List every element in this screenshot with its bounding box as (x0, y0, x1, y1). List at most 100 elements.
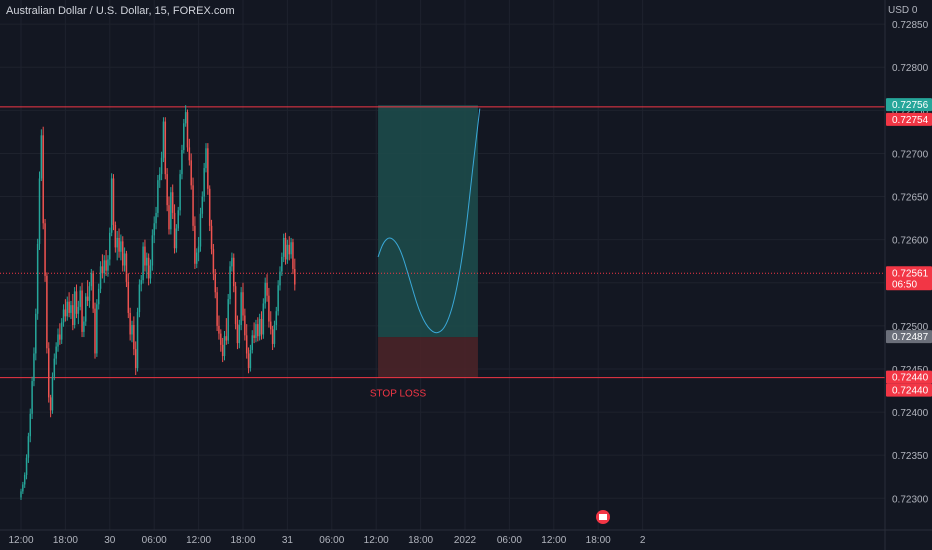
candle-body (107, 259, 109, 271)
candle-body (277, 285, 279, 312)
candle-body (101, 266, 104, 274)
candle-body (271, 329, 274, 344)
candle-body (112, 178, 115, 225)
annotations: STOP LOSS (370, 389, 610, 524)
candle-body (288, 244, 290, 255)
candle-body (55, 346, 57, 359)
candle-body (199, 213, 202, 247)
time-axis[interactable]: 12:00 18:00 30 06:00 12:00 18:00 31 06:00 12:00 1… (0, 529, 932, 546)
price-tick-label: 0.72600 (892, 236, 929, 247)
candle-body (49, 397, 52, 411)
candle-body (177, 210, 179, 229)
candle-body (231, 257, 233, 267)
candle-body (205, 148, 207, 169)
candle-body (188, 147, 191, 161)
candle-body (134, 349, 137, 369)
candle-body (223, 336, 226, 357)
candle-body (159, 174, 161, 181)
candle-body (109, 232, 111, 260)
stop-zone (378, 337, 478, 378)
candle-body (40, 135, 43, 179)
candle-body (62, 309, 65, 323)
candle-body (114, 225, 117, 248)
candle-body (85, 296, 87, 322)
candle-body (160, 157, 163, 175)
candle-body (281, 256, 283, 272)
candle-body (258, 318, 261, 337)
candle-body (234, 286, 237, 325)
flag-icon-inner (599, 514, 607, 520)
time-tick-label: 12:00 (8, 535, 33, 546)
time-tick-label: 06:00 (142, 535, 167, 546)
candle-body (292, 242, 294, 269)
candle-body (23, 475, 26, 485)
candle-body (157, 180, 159, 213)
position-zones (378, 105, 478, 378)
price-tick-label: 0.72650 (892, 193, 929, 204)
candle-body (27, 436, 30, 458)
candle-body (233, 257, 235, 287)
price-axis-label-box (886, 98, 932, 112)
candle-body (53, 358, 56, 377)
currency-label[interactable]: USD 0 (888, 5, 918, 16)
candle-body (88, 286, 91, 301)
candle-body (251, 335, 253, 350)
time-tick-label: 12:00 (541, 535, 566, 546)
candle-body (140, 280, 142, 285)
candle-body (245, 335, 248, 354)
price-axis[interactable]: 0.72850 0.72800 0.72750 0.72700 0.72650 0.726… (884, 0, 932, 550)
candle-body (94, 308, 96, 354)
candle-body (175, 228, 178, 249)
price-axis-label: 0.72487 (892, 332, 929, 343)
candle-body (286, 244, 289, 260)
candle-body (120, 241, 122, 252)
candle-body (262, 303, 265, 335)
candle-body (260, 318, 263, 335)
candle-body (247, 353, 250, 369)
candle-body (240, 292, 242, 325)
price-tick-label: 0.72450 (892, 365, 929, 376)
projection-curve (377, 108, 481, 334)
candle-body (129, 312, 131, 335)
candle-body (51, 376, 54, 411)
candle-body (268, 295, 270, 322)
candle-body (22, 484, 24, 492)
candle-body (181, 150, 183, 175)
candle-body (153, 223, 155, 236)
stop-loss-label: STOP LOSS (370, 389, 427, 400)
candle-body (136, 312, 139, 369)
candle-body (166, 174, 168, 206)
candle-body (218, 325, 220, 334)
candle-body (208, 188, 211, 226)
candle-body (36, 243, 39, 314)
price-tick-label: 0.72500 (892, 322, 929, 333)
candle-body (64, 309, 67, 317)
candle-body (275, 311, 278, 325)
candle-body (220, 333, 222, 345)
candle-body (279, 271, 281, 286)
candle-body (73, 291, 76, 325)
candle-body (35, 313, 37, 354)
candle-body (225, 336, 228, 341)
candle-body (183, 123, 185, 150)
candle-body (29, 413, 31, 437)
candle-body (192, 185, 194, 226)
candle-body (236, 324, 239, 344)
candle-body (97, 288, 100, 305)
candle-body (60, 322, 63, 340)
candle-body (99, 266, 102, 289)
candle-body (253, 335, 255, 338)
candle-body (33, 353, 35, 382)
candle-body (238, 325, 241, 344)
price-axis-label-box (886, 330, 932, 344)
candlesticks (20, 105, 296, 500)
candle-body (122, 241, 124, 266)
candle-body (221, 344, 224, 357)
time-tick-label: 31 (282, 535, 294, 546)
horizontal-levels[interactable] (0, 106, 885, 379)
candle-body (284, 237, 287, 260)
candle-body (83, 321, 85, 332)
candle-body (264, 282, 266, 304)
candle-body (127, 281, 130, 313)
